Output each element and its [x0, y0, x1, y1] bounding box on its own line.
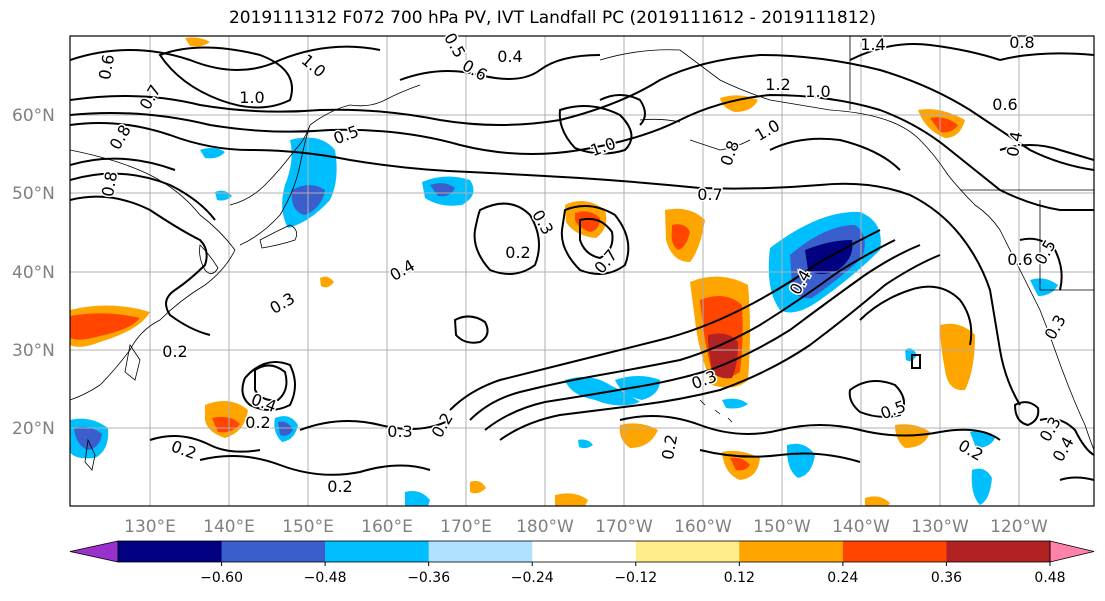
contour-label: 1.4 — [860, 35, 885, 54]
map-title: 2019111312 F072 700 hPa PV, IVT Landfall… — [228, 8, 876, 28]
colorbar-tick-label: 0.36 — [931, 570, 962, 586]
lon-label-130e: 130°E — [124, 517, 176, 537]
contour-label: 0.4 — [386, 256, 418, 285]
contour-label: 0.5 — [331, 122, 361, 149]
lat-label-20n: 20°N — [12, 419, 55, 439]
contour-label: 0.3 — [528, 206, 557, 238]
colorbar-segment — [946, 541, 1051, 562]
contour-label: 0.6 — [95, 53, 118, 81]
lat-label-30n: 30°N — [12, 341, 55, 361]
contour-label: 0.7 — [590, 246, 621, 278]
lon-label-170e: 170°E — [440, 517, 492, 537]
colorbar-frame — [117, 540, 1051, 563]
contour-label: 0.2 — [327, 477, 352, 496]
colorbar-tick-label: −0.36 — [407, 570, 450, 586]
contour-label: 1.0 — [751, 116, 783, 145]
colorbar-segment — [532, 541, 637, 562]
contour-label: 0.6 — [459, 56, 491, 85]
contour-label: 0.4 — [497, 47, 522, 66]
colorbar-tick-label: 0.12 — [724, 570, 755, 586]
contour-label: 0.5 — [440, 29, 469, 61]
lon-label-140e: 140°E — [203, 517, 255, 537]
contour-label: 1.0 — [298, 50, 330, 81]
contour-label: 1.0 — [588, 134, 618, 161]
colorbar-tick-label: −0.12 — [614, 570, 657, 586]
latitude-labels: 60°N 50°N 40°N 30°N 20°N — [12, 106, 55, 439]
contour-label: 0.2 — [505, 243, 530, 262]
contour-label: 0.6 — [1007, 250, 1032, 269]
contour-label: 0.2 — [658, 433, 681, 461]
colorbar-tick-labels: −0.60 −0.48 −0.36 −0.24 −0.12 0.12 0.24 0.36 0.4… — [200, 562, 1066, 586]
contour-label: 0.7 — [136, 81, 165, 113]
colorbar-segment — [739, 541, 844, 562]
contour-label: 0.2 — [428, 409, 457, 441]
contour-label: 0.7 — [697, 185, 722, 204]
contour-label: 1.2 — [765, 75, 790, 94]
contour-label: 0.6 — [992, 95, 1017, 114]
contour-label: 0.8 — [98, 170, 121, 198]
lon-label-160w: 160°W — [674, 517, 732, 537]
colorbar-segment — [635, 541, 740, 562]
colorbar — [69, 540, 1095, 563]
lon-label-130w: 130°W — [911, 517, 969, 537]
contour-label: 0.4 — [1003, 130, 1026, 158]
contour-label: 0.8 — [1009, 33, 1034, 52]
lon-label-180w: 180°W — [516, 517, 574, 537]
longitude-labels: 130°E 140°E 150°E 160°E 170°E 180°W 170°… — [124, 517, 1048, 537]
colorbar-tick-label: 0.24 — [827, 570, 858, 586]
lon-label-120w: 120°W — [990, 517, 1048, 537]
colorbar-segment — [842, 541, 947, 562]
contour-label: 1.0 — [239, 88, 264, 107]
shaded-fields — [70, 37, 1058, 506]
contour-label: 0.3 — [387, 422, 412, 441]
contour-label: 1.0 — [805, 82, 830, 101]
contour-lines — [70, 43, 1094, 481]
contour-label: 0.2 — [169, 437, 199, 464]
lon-label-150w: 150°W — [753, 517, 811, 537]
colorbar-segment — [325, 541, 430, 562]
colorbar-extend-low — [69, 540, 119, 563]
contour-label: 0.3 — [1041, 311, 1070, 343]
lon-label-160e: 160°E — [361, 517, 413, 537]
contour-label: 0.3 — [266, 289, 298, 318]
colorbar-segment — [118, 541, 223, 562]
colorbar-tick-label: 0.48 — [1034, 570, 1065, 586]
lat-label-50n: 50°N — [12, 184, 55, 204]
colorbar-extend-high — [1049, 540, 1095, 563]
colorbar-tick-label: −0.48 — [304, 570, 347, 586]
plot-frame — [69, 35, 1095, 507]
contour-label: 0.2 — [245, 413, 270, 432]
colorbar-segment — [428, 541, 533, 562]
lon-label-140w: 140°W — [832, 517, 890, 537]
lat-label-40n: 40°N — [12, 263, 55, 283]
colorbar-tick-label: −0.24 — [511, 570, 554, 586]
lat-label-60n: 60°N — [12, 106, 55, 126]
coastlines — [70, 36, 1094, 506]
colorbar-tick-label: −0.60 — [200, 570, 243, 586]
lon-label-170w: 170°W — [595, 517, 653, 537]
contour-labels: 0.60.71.00.80.81.00.50.40.60.51.2 1.01.4 0… — [94, 28, 1080, 498]
contour-label: 0.2 — [162, 342, 187, 361]
colorbar-segment — [221, 541, 326, 562]
contour-label: 0.5 — [1031, 236, 1060, 268]
contour-label: 0.8 — [717, 138, 744, 168]
lon-label-150e: 150°E — [282, 517, 334, 537]
